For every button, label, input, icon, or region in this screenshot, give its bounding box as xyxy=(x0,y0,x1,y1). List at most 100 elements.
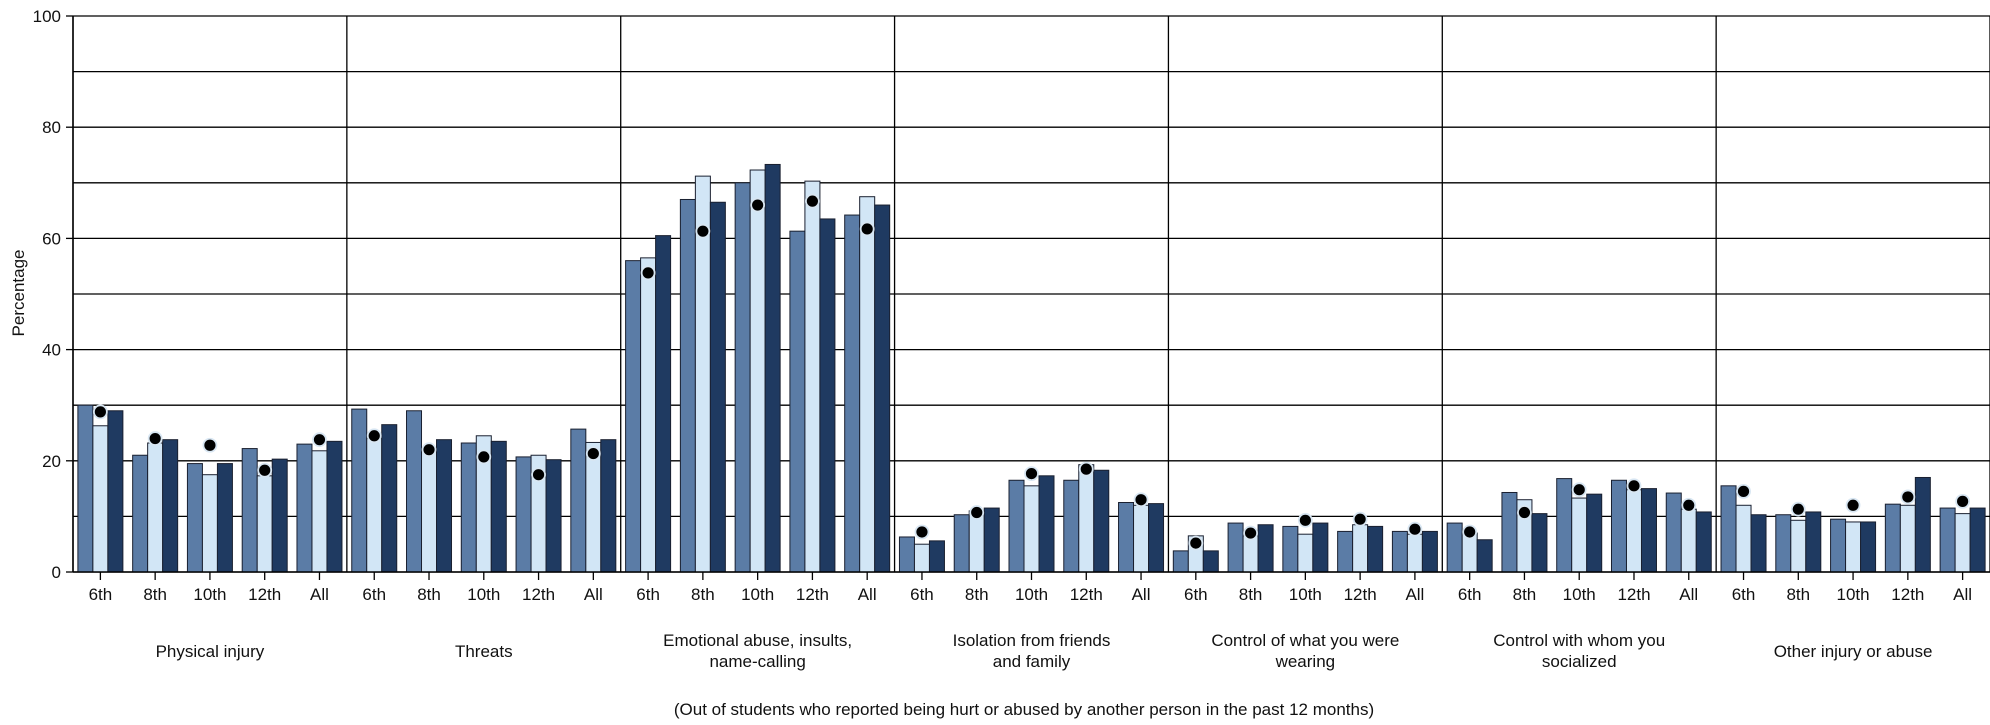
bar xyxy=(913,543,930,573)
group-label: Threats xyxy=(455,642,513,661)
markers xyxy=(92,193,1971,551)
bar xyxy=(1297,533,1314,573)
bar xyxy=(968,510,985,573)
y-tick-label: 40 xyxy=(42,341,61,360)
x-tick-label: All xyxy=(1132,585,1151,604)
marker-point xyxy=(1297,512,1313,528)
group-label: Physical injury xyxy=(156,642,265,661)
bar xyxy=(201,474,218,573)
bar xyxy=(1680,508,1697,573)
bar xyxy=(1446,522,1463,573)
bar xyxy=(844,214,861,573)
x-tick-label: 10th xyxy=(1837,585,1870,604)
bar xyxy=(1476,539,1493,573)
y-tick-label: 80 xyxy=(42,118,61,137)
bar xyxy=(1805,511,1822,573)
bar xyxy=(1501,491,1518,573)
bar xyxy=(216,463,233,573)
bar xyxy=(256,475,273,573)
group-label: Control with whom you xyxy=(1493,631,1665,650)
marker-point xyxy=(1407,521,1423,537)
group-label: wearing xyxy=(1275,652,1336,671)
x-tick-label: 8th xyxy=(143,585,167,604)
marker-point xyxy=(1078,461,1094,477)
marker-point xyxy=(969,505,985,520)
marker-point xyxy=(476,449,492,465)
bar xyxy=(1023,485,1040,573)
bar xyxy=(819,218,836,573)
x-tick-label: 8th xyxy=(965,585,989,604)
x-tick-label: 8th xyxy=(417,585,441,604)
marker-point xyxy=(366,428,382,444)
bar xyxy=(1939,507,1956,573)
bar xyxy=(625,260,642,573)
bar xyxy=(1775,514,1792,573)
bar xyxy=(77,404,94,573)
x-tick-label: All xyxy=(1405,585,1424,604)
bar xyxy=(271,458,288,573)
bar xyxy=(859,196,876,573)
marker-point xyxy=(1352,511,1368,527)
bar xyxy=(983,507,1000,573)
marker-point xyxy=(202,437,218,453)
marker-point xyxy=(695,223,711,239)
marker-point xyxy=(1571,482,1587,498)
bar xyxy=(734,182,751,573)
bar xyxy=(1172,550,1189,573)
x-tick-label: 6th xyxy=(1458,585,1482,604)
y-axis-title: Percentage xyxy=(9,250,28,337)
marker-point xyxy=(257,462,273,478)
y-tick-label: 100 xyxy=(33,7,61,26)
group-label: and family xyxy=(993,652,1071,671)
bar xyxy=(1282,525,1299,573)
marker-point xyxy=(421,442,437,458)
x-tick-label: 12th xyxy=(1891,585,1924,604)
bar xyxy=(296,443,313,573)
group-label: Isolation from friends xyxy=(953,631,1111,650)
x-tick-label: 12th xyxy=(1344,585,1377,604)
marker-point xyxy=(805,193,820,209)
bars xyxy=(77,163,1986,573)
bar xyxy=(1118,502,1135,573)
bar xyxy=(460,442,477,573)
marker-point xyxy=(1243,525,1258,541)
x-tick-label: 10th xyxy=(467,585,500,604)
bar xyxy=(1421,530,1438,573)
marker-point xyxy=(531,467,546,483)
bar xyxy=(1790,519,1807,573)
bar xyxy=(953,514,970,573)
axes xyxy=(66,15,1990,580)
bar xyxy=(1242,535,1259,573)
x-tick-label: 8th xyxy=(691,585,715,604)
bar xyxy=(655,235,672,573)
bar xyxy=(1750,514,1767,573)
x-tick-label: 6th xyxy=(1184,585,1208,604)
bar xyxy=(764,163,781,573)
x-tick-label: 12th xyxy=(522,585,555,604)
bar xyxy=(326,440,343,573)
bar xyxy=(241,448,258,573)
group-label: Control of what you were xyxy=(1211,631,1399,650)
x-tick-label: 12th xyxy=(248,585,281,604)
y-tick-label: 0 xyxy=(52,563,61,582)
bar xyxy=(1063,479,1080,573)
x-tick-label: All xyxy=(1953,585,1972,604)
bar xyxy=(1884,503,1901,573)
bar xyxy=(1665,492,1682,573)
marker-point xyxy=(1955,493,1971,509)
x-tick-label: 10th xyxy=(741,585,774,604)
bar xyxy=(515,456,532,573)
bar xyxy=(436,439,453,573)
bar xyxy=(1531,513,1548,573)
x-tick-label: All xyxy=(584,585,603,604)
bar xyxy=(709,201,726,573)
x-tick-label: 10th xyxy=(1563,585,1596,604)
bar xyxy=(1008,479,1025,573)
marker-point xyxy=(1133,492,1149,508)
y-tick-label: 20 xyxy=(42,452,61,471)
bar xyxy=(1830,518,1847,573)
bar xyxy=(600,439,617,573)
marker-point xyxy=(1845,497,1861,513)
bar xyxy=(1352,524,1369,573)
